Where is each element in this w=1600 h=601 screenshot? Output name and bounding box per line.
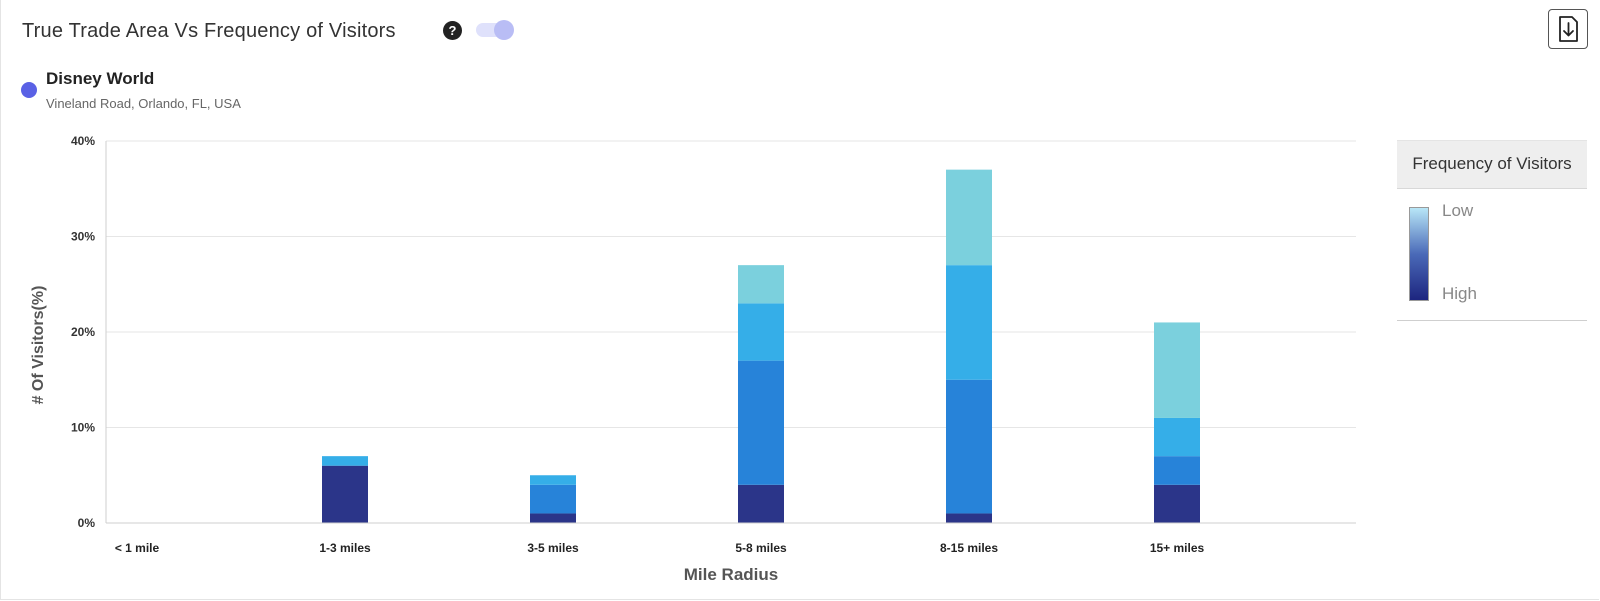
x-axis-title: Mile Radius bbox=[684, 565, 778, 584]
frequency-legend: Frequency of Visitors Low High bbox=[1397, 140, 1587, 321]
download-button[interactable] bbox=[1548, 9, 1588, 49]
legend-gradient-bar bbox=[1409, 207, 1429, 301]
y-tick-label: 40% bbox=[71, 134, 95, 148]
x-tick-label: 5-8 miles bbox=[735, 541, 787, 555]
bar-segment[interactable] bbox=[530, 475, 576, 485]
bar-segment[interactable] bbox=[1154, 484, 1200, 523]
x-tick-label: 1-3 miles bbox=[319, 541, 371, 555]
legend-high-label: High bbox=[1442, 284, 1477, 303]
location-color-dot bbox=[21, 82, 37, 98]
bar-segment[interactable] bbox=[738, 484, 784, 523]
stacked-bar-chart: 0% 10% 20% 30% 40% < 1 mile 1-3 miles 3-5 miles… bbox=[30, 134, 1356, 584]
x-tick-label: 15+ miles bbox=[1150, 541, 1205, 555]
download-file-icon bbox=[1559, 16, 1578, 42]
toggle-knob bbox=[494, 20, 514, 40]
bar-segment[interactable] bbox=[322, 456, 368, 466]
bar-segment[interactable] bbox=[738, 360, 784, 485]
x-tick-label: 3-5 miles bbox=[527, 541, 579, 555]
x-tick-label: 8-15 miles bbox=[940, 541, 998, 555]
bar-segment[interactable] bbox=[946, 379, 992, 514]
y-axis-title: # Of Visitors(%) bbox=[30, 286, 47, 405]
bar-segment[interactable] bbox=[1154, 322, 1200, 418]
chart-title: True Trade Area Vs Frequency of Visitors bbox=[22, 20, 396, 42]
question-circle-icon[interactable]: ? bbox=[443, 21, 462, 40]
bar-segment[interactable] bbox=[738, 265, 784, 304]
x-tick-label: < 1 mile bbox=[115, 541, 160, 555]
bar-segment[interactable] bbox=[738, 303, 784, 361]
bar-segment[interactable] bbox=[530, 513, 576, 523]
legend-low-label: Low bbox=[1442, 201, 1474, 220]
y-tick-label: 20% bbox=[71, 325, 95, 339]
bar-segment[interactable] bbox=[946, 169, 992, 266]
bar-segment[interactable] bbox=[1154, 417, 1200, 457]
view-toggle[interactable] bbox=[476, 20, 514, 40]
bar-segment[interactable] bbox=[322, 465, 368, 523]
y-tick-label: 30% bbox=[71, 230, 95, 244]
bar-segment[interactable] bbox=[530, 484, 576, 514]
location-address: Vineland Road, Orlando, FL, USA bbox=[46, 96, 241, 111]
bar-segment[interactable] bbox=[1154, 456, 1200, 485]
bar-segment[interactable] bbox=[946, 265, 992, 380]
y-tick-label: 10% bbox=[71, 421, 95, 435]
y-tick-label: 0% bbox=[78, 516, 96, 530]
legend-title: Frequency of Visitors bbox=[1397, 140, 1587, 189]
location-name: Disney World bbox=[46, 69, 155, 88]
bar-segment[interactable] bbox=[946, 513, 992, 523]
